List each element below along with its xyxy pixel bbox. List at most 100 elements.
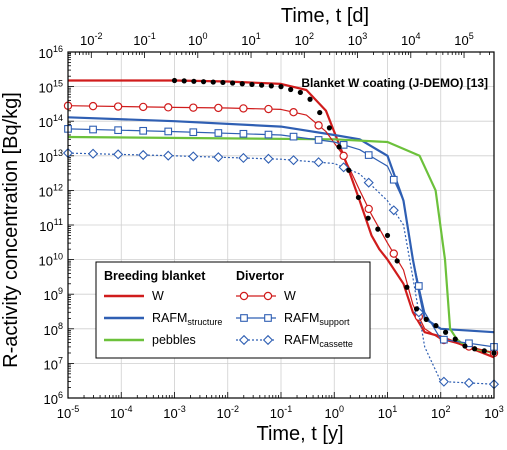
data-point <box>259 82 265 88</box>
data-point <box>188 151 199 162</box>
data-point <box>164 127 173 136</box>
legend-label: RAFMsupport <box>284 311 350 327</box>
data-point <box>384 232 391 239</box>
data-point <box>263 153 274 164</box>
data-point <box>113 102 123 111</box>
data-point <box>404 284 410 290</box>
data-point <box>139 126 148 135</box>
legend-label: W <box>284 289 296 303</box>
data-point <box>213 152 224 163</box>
y-tick-label: 1015 <box>39 79 63 96</box>
data-point <box>326 125 333 131</box>
data-point <box>288 155 299 166</box>
data-point <box>163 150 174 161</box>
data-point <box>423 316 429 322</box>
data-point <box>288 86 294 93</box>
data-point <box>214 129 223 137</box>
data-point <box>307 96 313 102</box>
legend-label: RAFMcassette <box>284 333 353 349</box>
data-point <box>363 177 374 188</box>
data-point <box>364 151 373 159</box>
legend-label: pebbles <box>152 333 196 347</box>
x-top-tick-label: 10-1 <box>133 31 155 48</box>
tick-layer: 10-5 10-4 10-3 10-2 10-1 100 101 102 103 10-2 10-1… <box>39 31 504 421</box>
data-point <box>249 81 255 88</box>
x-tick-label: 100 <box>325 404 344 421</box>
y-tick-label: 1011 <box>39 217 63 234</box>
data-point <box>89 125 97 134</box>
legend-marker <box>264 314 272 322</box>
x-top-tick-label: 104 <box>401 31 420 48</box>
data-point <box>181 78 187 84</box>
x-axis-title: Time, t [y] <box>256 423 343 445</box>
legend-marker <box>240 314 248 322</box>
data-point <box>210 79 216 85</box>
x-tick-label: 10-4 <box>110 404 132 421</box>
data-point <box>314 136 323 144</box>
data-point <box>438 376 449 387</box>
legend-box <box>95 261 371 359</box>
data-point <box>114 126 122 135</box>
data-point <box>87 148 99 159</box>
data-point <box>229 80 236 86</box>
data-point <box>364 204 373 214</box>
data-point <box>297 89 303 96</box>
data-point <box>375 226 381 232</box>
plot-frame <box>67 51 495 399</box>
legend-label: RAFMstructure <box>152 311 222 327</box>
data-point <box>214 103 223 113</box>
series-layer <box>62 77 500 390</box>
legend-label: W <box>152 289 164 303</box>
y-tick-label: 107 <box>44 355 63 372</box>
x-tick-label: 101 <box>378 404 397 421</box>
data-point <box>481 348 487 354</box>
y-tick-label: 1013 <box>39 148 63 165</box>
data-point <box>189 128 198 137</box>
x-top-tick-label: 10-2 <box>80 31 102 48</box>
data-point <box>289 107 298 117</box>
data-point <box>452 336 458 342</box>
data-point <box>463 377 475 389</box>
series-4 <box>64 125 498 351</box>
x-top-tick-label: 105 <box>454 31 473 48</box>
data-point <box>442 329 449 335</box>
legend-marker <box>263 291 273 301</box>
legend-marker <box>239 291 249 301</box>
data-point <box>472 346 478 352</box>
data-point <box>413 306 420 312</box>
data-point <box>138 102 148 112</box>
x-tick-label: 10-3 <box>163 404 185 421</box>
data-point <box>465 339 473 348</box>
data-point <box>388 205 399 216</box>
legend: Breeding blanket DivertorWRAFMstructurepe… <box>95 261 371 359</box>
series-6 <box>171 77 497 356</box>
data-point <box>239 104 248 113</box>
legend-marker <box>238 334 250 346</box>
data-point <box>433 323 439 329</box>
data-point <box>220 79 226 86</box>
y-tick-label: 106 <box>44 390 63 407</box>
x-tick-label: 10-1 <box>270 404 292 421</box>
data-point <box>313 157 324 168</box>
y-tick-label: 109 <box>44 286 63 303</box>
x-top-tick-label: 101 <box>241 31 260 48</box>
data-point <box>88 101 98 111</box>
x-top-tick-label: 103 <box>348 31 367 48</box>
data-point <box>389 249 398 258</box>
y-tick-label: 1014 <box>39 113 63 130</box>
data-point <box>264 130 273 139</box>
data-point <box>164 103 173 112</box>
x-tick-label: 102 <box>431 404 450 421</box>
data-point <box>365 215 371 221</box>
x-tick-label: 103 <box>484 404 503 421</box>
data-point <box>389 175 398 184</box>
legend-group-breeding: Breeding blanket <box>104 269 206 283</box>
series-2 <box>67 135 495 355</box>
y-tick-label: 1016 <box>39 44 63 61</box>
data-point <box>200 79 207 85</box>
data-point <box>268 83 274 89</box>
data-point <box>189 103 198 112</box>
data-point <box>462 343 468 349</box>
data-point <box>338 162 349 173</box>
